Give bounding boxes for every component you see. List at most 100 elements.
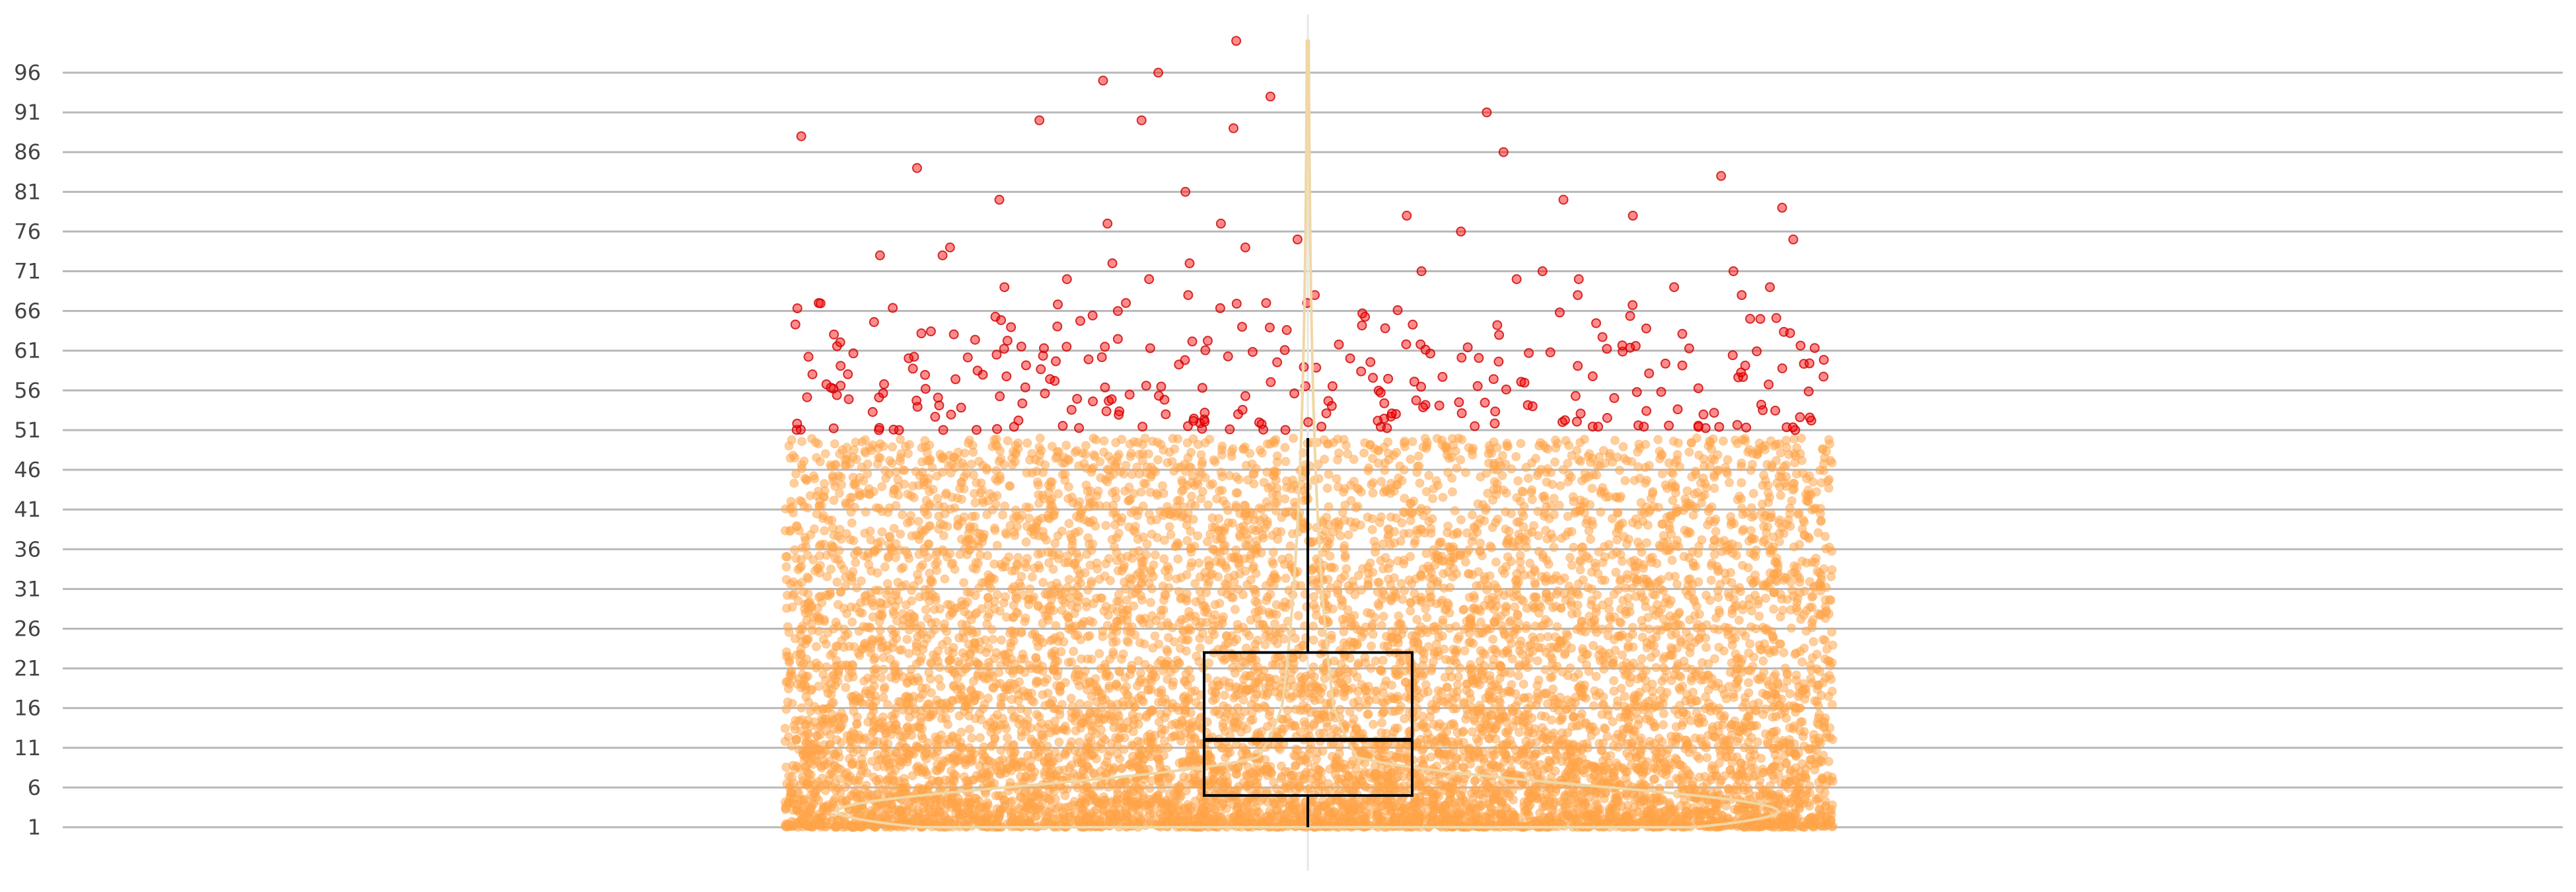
- y-tick-label: 76: [14, 219, 41, 244]
- data-point: [1587, 484, 1597, 494]
- data-point: [1596, 507, 1606, 517]
- data-point: [1657, 449, 1666, 459]
- data-point: [1785, 509, 1795, 519]
- data-point: [830, 439, 840, 449]
- data-point: [1488, 634, 1498, 644]
- data-point: [1424, 470, 1434, 480]
- data-point: [1104, 554, 1114, 564]
- data-point: [1447, 433, 1457, 443]
- data-point: [1723, 455, 1733, 465]
- data-point: [912, 638, 921, 648]
- data-point: [1731, 601, 1741, 611]
- data-point: [1333, 455, 1342, 465]
- data-point: [1609, 676, 1619, 686]
- data-point: [1812, 650, 1822, 659]
- data-point: [1324, 469, 1334, 479]
- data-point: [1110, 520, 1120, 530]
- data-point: [789, 478, 799, 488]
- data-point: [1268, 559, 1278, 569]
- data-point: [891, 501, 901, 511]
- data-point: [1283, 706, 1293, 716]
- data-point: [1140, 659, 1150, 669]
- y-tick-label: 86: [14, 139, 41, 165]
- data-point: [1195, 643, 1205, 653]
- data-point: [908, 481, 918, 491]
- data-point: [1684, 447, 1694, 457]
- y-tick-label: 31: [14, 576, 41, 601]
- data-point: [841, 683, 851, 692]
- data-point: [832, 577, 842, 587]
- data-point: [1663, 545, 1672, 555]
- data-point: [1736, 478, 1746, 488]
- data-point: [1106, 576, 1115, 585]
- data-point: [1168, 433, 1178, 443]
- data-point: [1445, 608, 1454, 618]
- data-point: [1519, 679, 1528, 689]
- data-point: [1631, 762, 1641, 772]
- data-point: [923, 473, 933, 483]
- y-tick-label: 46: [14, 457, 41, 482]
- data-point: [1491, 557, 1501, 567]
- data-point: [1308, 635, 1318, 645]
- data-point: [1768, 712, 1777, 722]
- data-point: [1750, 570, 1760, 580]
- data-point: [1351, 503, 1361, 513]
- data-point: [1269, 777, 1279, 787]
- data-point: [1785, 688, 1795, 698]
- data-point: [797, 703, 806, 713]
- data-point: [1598, 700, 1608, 710]
- data-point: [1254, 503, 1264, 513]
- data-point: [1622, 456, 1632, 466]
- data-point: [1637, 654, 1647, 663]
- data-point: [877, 482, 887, 492]
- data-point: [1661, 622, 1670, 632]
- data-point: [1057, 605, 1067, 615]
- data-point: [878, 653, 888, 663]
- data-point: [1452, 634, 1462, 644]
- data-point: [955, 550, 965, 560]
- data-point: [1095, 457, 1105, 466]
- data-point: [1265, 706, 1275, 716]
- data-point: [1260, 640, 1270, 650]
- data-point: [801, 542, 811, 552]
- data-point: [831, 642, 841, 651]
- data-point: [1075, 681, 1085, 690]
- data-point: [935, 604, 945, 614]
- data-point: [1610, 733, 1620, 743]
- data-point: [1143, 449, 1153, 459]
- data-point: [1475, 700, 1485, 710]
- data-point: [1074, 527, 1084, 537]
- data-point: [972, 628, 982, 638]
- y-tick-label: 96: [14, 60, 41, 85]
- data-point: [1656, 575, 1666, 585]
- data-point: [1359, 448, 1369, 458]
- data-point: [1209, 455, 1219, 465]
- data-point: [1093, 486, 1103, 496]
- data-point: [1360, 438, 1370, 448]
- data-point: [1257, 448, 1267, 458]
- data-point: [820, 526, 830, 536]
- data-point: [988, 634, 998, 644]
- data-point: [1534, 468, 1544, 477]
- data-point: [1139, 478, 1149, 488]
- data-point: [1223, 518, 1233, 528]
- data-point: [1280, 443, 1290, 453]
- data-point: [1087, 576, 1096, 586]
- data-point: [1159, 445, 1168, 455]
- data-point: [1081, 666, 1090, 676]
- data-point: [780, 724, 790, 733]
- data-point: [1771, 439, 1781, 449]
- data-point: [1579, 434, 1589, 444]
- data-point: [967, 733, 977, 743]
- data-point: [1377, 718, 1387, 727]
- data-point: [1735, 615, 1744, 625]
- data-point: [1600, 724, 1610, 734]
- data-point: [1623, 593, 1633, 603]
- data-point: [1182, 536, 1192, 546]
- data-point: [880, 562, 890, 572]
- data-point: [799, 456, 809, 466]
- data-point: [1668, 496, 1678, 505]
- data-point: [860, 529, 870, 538]
- data-point: [1578, 542, 1588, 552]
